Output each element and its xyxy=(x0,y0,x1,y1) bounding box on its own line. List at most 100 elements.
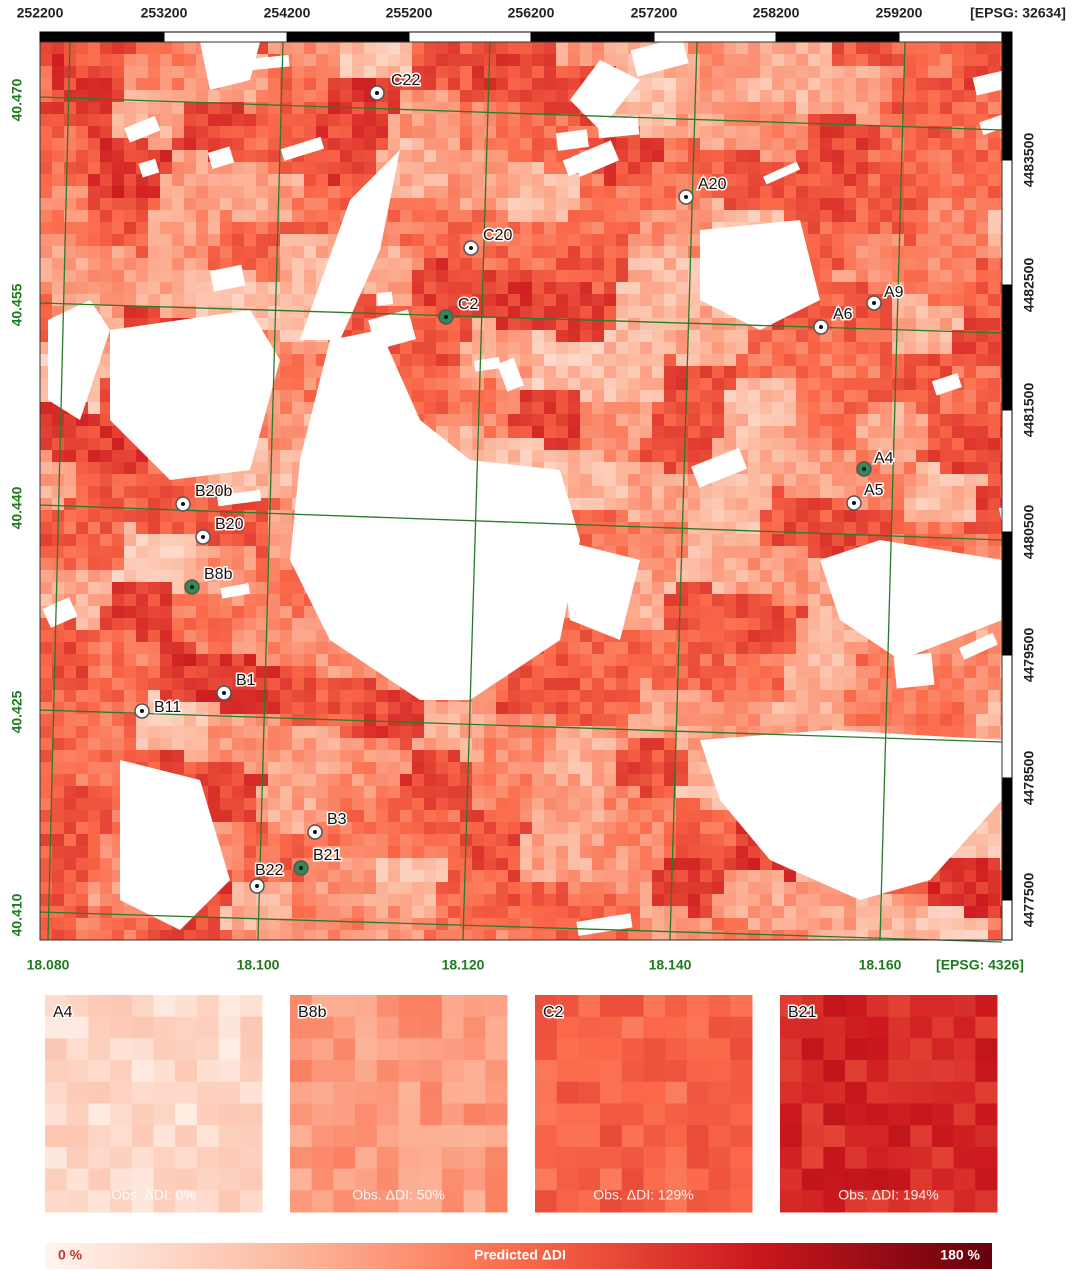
raster-cell xyxy=(532,78,544,90)
raster-cell xyxy=(664,366,676,378)
raster-cell xyxy=(784,510,796,522)
raster-cell xyxy=(592,450,604,462)
raster-cell xyxy=(484,114,496,126)
raster-cell xyxy=(652,162,664,174)
raster-cell xyxy=(616,186,628,198)
raster-cell xyxy=(532,294,544,306)
raster-cell xyxy=(748,642,760,654)
raster-cell xyxy=(712,330,724,342)
raster-cell xyxy=(196,606,208,618)
raster-cell xyxy=(628,498,640,510)
raster-cell xyxy=(580,522,592,534)
raster-cell xyxy=(532,726,544,738)
raster-cell xyxy=(772,198,784,210)
raster-cell xyxy=(172,642,184,654)
raster-cell xyxy=(952,42,964,54)
raster-cell xyxy=(412,126,424,138)
raster-cell xyxy=(928,138,940,150)
raster-cell xyxy=(832,246,844,258)
raster-cell xyxy=(628,486,640,498)
raster-cell xyxy=(796,330,808,342)
raster-cell xyxy=(856,414,868,426)
raster-cell xyxy=(820,138,832,150)
raster-cell xyxy=(964,90,976,102)
raster-cell xyxy=(112,558,124,570)
raster-cell xyxy=(124,246,136,258)
raster-cell xyxy=(856,342,868,354)
raster-cell xyxy=(904,318,916,330)
raster-cell xyxy=(976,270,988,282)
raster-cell xyxy=(640,654,652,666)
raster-cell xyxy=(808,558,820,570)
raster-cell xyxy=(268,42,280,54)
raster-cell xyxy=(472,138,484,150)
raster-cell xyxy=(964,234,976,246)
raster-cell xyxy=(148,750,160,762)
raster-cell xyxy=(820,462,832,474)
raster-cell xyxy=(820,258,832,270)
raster-cell xyxy=(376,750,388,762)
raster-cell xyxy=(592,462,604,474)
raster-cell xyxy=(952,66,964,78)
raster-cell xyxy=(556,174,568,186)
raster-cell xyxy=(268,246,280,258)
raster-cell xyxy=(880,258,892,270)
raster-cell xyxy=(244,510,256,522)
raster-cell xyxy=(784,198,796,210)
raster-cell xyxy=(448,210,460,222)
raster-cell xyxy=(304,678,316,690)
raster-cell xyxy=(652,126,664,138)
raster-cell xyxy=(904,342,916,354)
raster-cell xyxy=(616,390,628,402)
raster-cell xyxy=(880,90,892,102)
raster-cell xyxy=(820,234,832,246)
raster-cell xyxy=(544,150,556,162)
raster-cell xyxy=(760,42,772,54)
raster-cell xyxy=(100,138,112,150)
raster-cell xyxy=(232,162,244,174)
raster-cell xyxy=(796,462,808,474)
raster-cell xyxy=(52,246,64,258)
raster-cell xyxy=(184,678,196,690)
raster-cell xyxy=(64,498,76,510)
raster-cell xyxy=(316,654,328,666)
raster-cell xyxy=(184,294,196,306)
raster-cell xyxy=(712,690,724,702)
raster-cell xyxy=(712,702,724,714)
raster-cell xyxy=(532,234,544,246)
raster-cell xyxy=(664,210,676,222)
raster-cell xyxy=(628,222,640,234)
raster-cell xyxy=(580,366,592,378)
raster-cell xyxy=(112,102,124,114)
raster-cell xyxy=(604,738,616,750)
raster-cell xyxy=(856,354,868,366)
raster-cell xyxy=(880,390,892,402)
raster-cell xyxy=(544,114,556,126)
raster-cell xyxy=(928,714,940,726)
raster-cell xyxy=(124,174,136,186)
raster-cell xyxy=(652,714,664,726)
raster-cell xyxy=(868,378,880,390)
raster-cell xyxy=(172,546,184,558)
raster-cell xyxy=(88,438,100,450)
raster-cell xyxy=(124,462,136,474)
raster-cell xyxy=(292,414,304,426)
raster-cell xyxy=(964,714,976,726)
raster-cell xyxy=(508,138,520,150)
raster-cell xyxy=(112,198,124,210)
raster-cell xyxy=(304,42,316,54)
raster-cell xyxy=(664,642,676,654)
raster-cell xyxy=(352,138,364,150)
raster-cell xyxy=(256,282,268,294)
raster-cell xyxy=(940,282,952,294)
raster-cell xyxy=(436,294,448,306)
raster-cell xyxy=(316,678,328,690)
raster-cell xyxy=(904,534,916,546)
raster-cell xyxy=(976,234,988,246)
raster-cell xyxy=(580,714,592,726)
raster-cell xyxy=(976,54,988,66)
raster-cell xyxy=(664,666,676,678)
raster-cell xyxy=(604,210,616,222)
raster-cell xyxy=(508,738,520,750)
raster-cell xyxy=(664,426,676,438)
